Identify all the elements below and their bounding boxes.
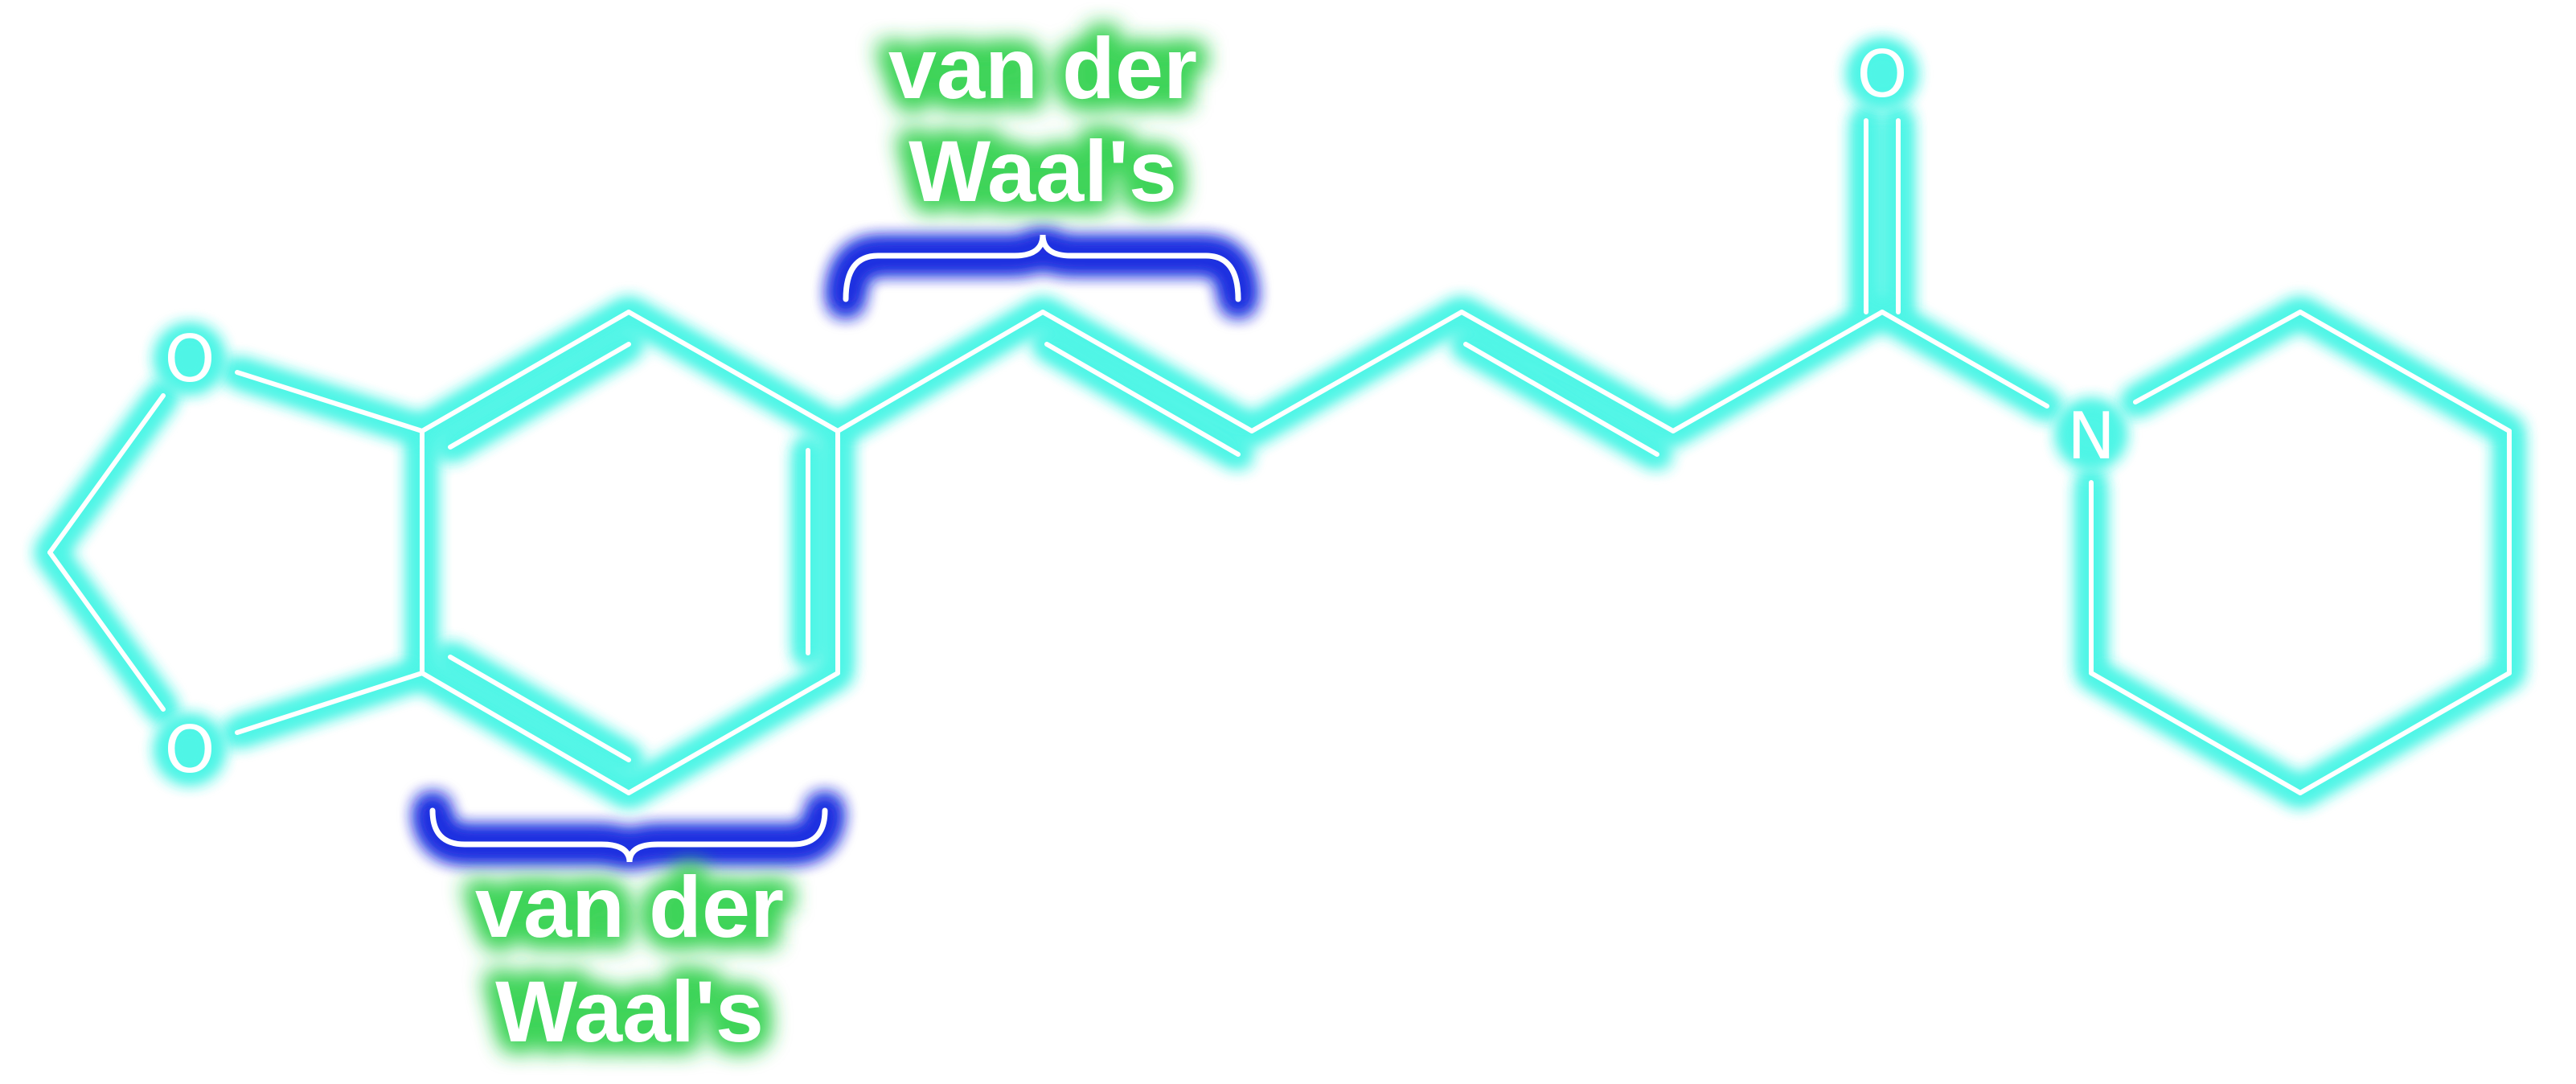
bond <box>420 310 631 433</box>
bond <box>1463 342 1659 457</box>
bond <box>420 671 631 795</box>
atom-glow <box>2061 404 2122 465</box>
bond <box>1040 310 1254 433</box>
oxygen-atom-carbonyl: O <box>1857 37 1908 112</box>
annotation-top: van der Waal's <box>888 19 1197 220</box>
atom-glow <box>159 328 220 389</box>
annotation-bottom-line2: Waal's <box>495 963 764 1060</box>
nitrogen-atom: N <box>2067 399 2115 474</box>
bond <box>448 655 631 762</box>
bond <box>835 310 1045 433</box>
bond <box>1459 310 1676 433</box>
bond <box>1671 310 1885 433</box>
atom-glow <box>1852 43 1913 105</box>
annotation-bottom: van der Waal's <box>475 858 784 1060</box>
bond-lines <box>47 118 2512 795</box>
annotation-top-line1-glow: van der <box>888 19 1197 117</box>
bond <box>2089 671 2303 795</box>
annotation-bottom-line1-glow: van der <box>475 858 784 955</box>
annotation-top-line1: van der <box>888 19 1197 117</box>
annotation-bottom-line1: van der <box>475 858 784 955</box>
bond <box>626 310 840 433</box>
bond <box>2298 671 2512 795</box>
braces <box>429 234 1241 863</box>
bond <box>1880 310 2049 409</box>
bond <box>235 370 425 433</box>
brace-bottom <box>429 807 828 863</box>
oxygen-atom-bottom: O <box>165 712 215 787</box>
bond <box>626 671 840 795</box>
oxygen-atom-top: O <box>165 322 215 396</box>
atom-glow <box>159 719 220 780</box>
bond <box>1249 310 1464 433</box>
bond <box>235 671 425 735</box>
bond <box>2133 310 2303 404</box>
bond <box>448 342 631 450</box>
bond <box>47 393 166 555</box>
atom-labels: O O O N <box>165 37 2115 787</box>
bond <box>47 550 166 712</box>
annotation-top-line2: Waal's <box>909 122 1177 220</box>
bond <box>1044 342 1241 457</box>
annotation-top-line2-glow: Waal's <box>909 122 1177 220</box>
brace-top <box>843 234 1241 302</box>
bond <box>2298 310 2512 433</box>
annotation-bottom-line2-glow: Waal's <box>495 963 764 1060</box>
